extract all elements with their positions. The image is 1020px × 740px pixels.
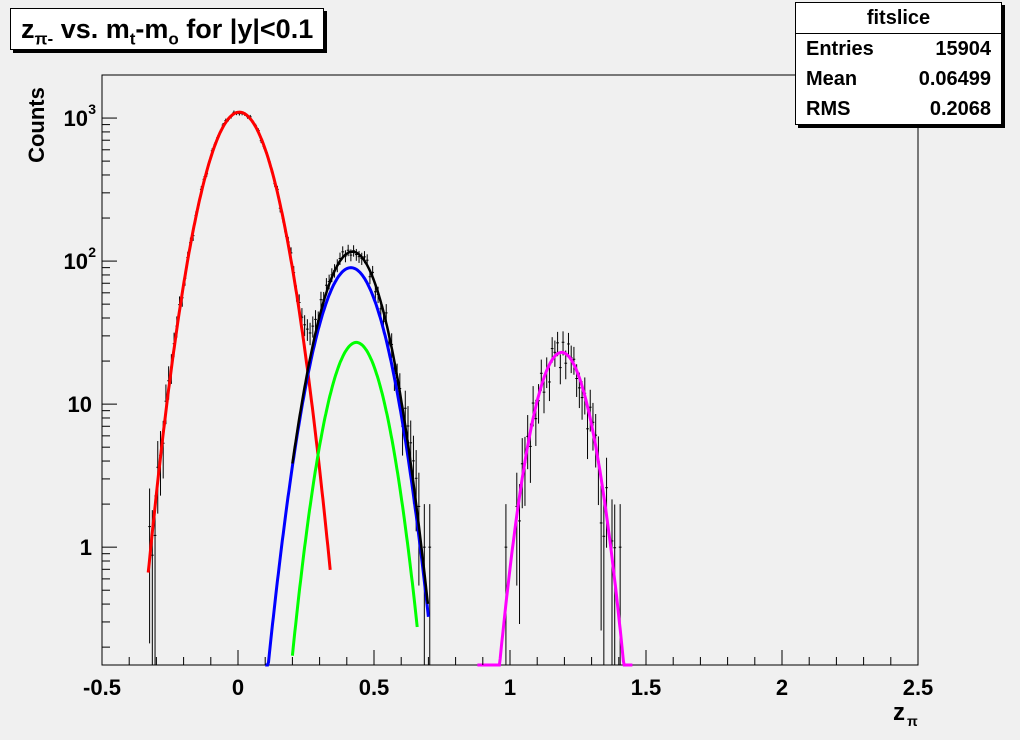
stats-row-mean: Mean 0.06499 [796,64,1001,94]
fit-curve [290,340,419,656]
stats-value: 15904 [935,38,991,60]
x-tick-label: 1 [504,675,516,700]
y-tick-exponent: 2 [88,244,96,260]
fit-curve [265,266,430,667]
y-tick-label: 1 [80,535,92,560]
x-tick-label: 2.5 [903,675,934,700]
x-axis-label-sub: π [907,713,918,729]
x-tick-label: 0 [232,675,244,700]
stats-value: 0.2068 [929,98,991,120]
title-o-sub: o [168,29,179,49]
x-tick-label: -0.5 [83,675,121,700]
x-tick-label: 2 [776,675,788,700]
title-z: z [21,14,35,44]
y-tick-label: 10 [68,392,92,417]
stats-value: 0.06499 [918,68,991,90]
plot-title: zπ- vs. mt-mo for |y|<0.1 [10,8,325,50]
title-mid2: -m [135,14,169,44]
stats-name: fitslice [796,3,1001,34]
title-mid: vs. m [53,14,130,44]
y-tick-label: 10 [64,106,88,131]
y-tick-exponent: 3 [88,101,96,117]
title-m-sub: t [129,29,136,49]
stats-row-rms: RMS 0.2068 [796,94,1001,124]
y-tick-label: 10 [64,249,88,274]
fit-curve [477,350,633,667]
fit-curve [291,250,430,605]
title-z-sub: π- [34,29,54,49]
x-tick-label: 0.5 [359,675,390,700]
stats-key: RMS [806,98,851,120]
stats-key: Entries [806,38,874,60]
stats-row-entries: Entries 15904 [796,34,1001,64]
x-tick-label: 1.5 [631,675,662,700]
y-axis-label: Counts [24,87,49,163]
x-axis-label: z [893,699,905,726]
title-rest: for |y|<0.1 [178,14,314,44]
fit-curve [146,110,332,573]
stats-box: fitslice Entries 15904 Mean 0.06499 RMS … [795,2,1002,125]
stats-key: Mean [806,68,858,90]
